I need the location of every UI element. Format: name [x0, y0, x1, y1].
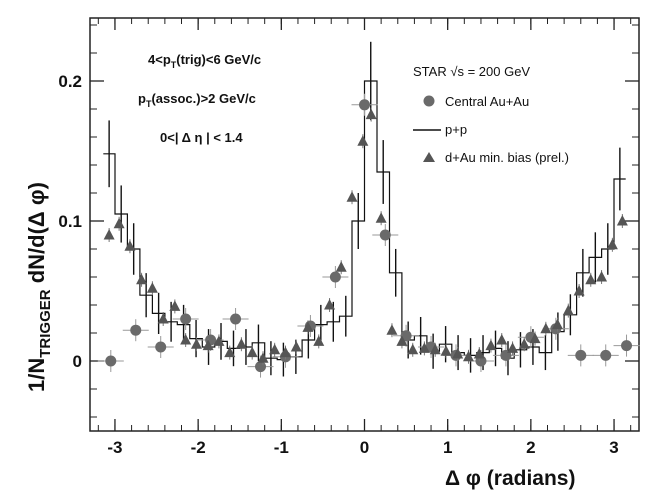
- auau-point: [359, 99, 370, 111]
- dau-point: [124, 240, 136, 251]
- dau-point: [190, 338, 202, 349]
- auau-point: [255, 361, 267, 373]
- y-tick-label: 0.2: [58, 72, 82, 91]
- dau-point: [324, 299, 336, 310]
- auau-point: [329, 271, 341, 283]
- dau-point: [346, 191, 358, 202]
- dau-point: [290, 341, 302, 352]
- dau-point: [224, 346, 236, 358]
- dau-point: [246, 346, 258, 358]
- dau-point: [540, 322, 552, 334]
- auau-point: [155, 341, 167, 353]
- y-tick-label: 0.1: [58, 212, 82, 231]
- dau-point: [485, 339, 497, 351]
- auau-point: [621, 340, 633, 352]
- auau-point: [600, 349, 612, 361]
- dau-point: [146, 282, 158, 293]
- auau-point: [105, 355, 117, 367]
- legend-experiment: STAR √s = 200 GeV: [413, 64, 530, 79]
- dau-point: [375, 212, 387, 223]
- x-tick-label: 0: [360, 438, 369, 457]
- dau-point: [302, 321, 314, 332]
- dau-point: [616, 215, 628, 226]
- cut-trigger: 4<pT(trig)<6 GeV/c: [148, 52, 261, 70]
- axis-ticks: [90, 18, 639, 431]
- y-axis-title: 1/NTRIGGER dN/d(Δ φ): [24, 182, 54, 392]
- dau-point: [313, 335, 325, 346]
- dau-point: [136, 273, 148, 285]
- dau-point: [235, 338, 247, 349]
- dau-point: [452, 348, 464, 359]
- legend-label-auau: Central Au+Au: [445, 94, 529, 109]
- dau-point: [418, 342, 430, 353]
- dau-point: [518, 338, 530, 349]
- cut-eta: 0<| Δ η | < 1.4: [160, 130, 243, 145]
- x-tick-label: 1: [443, 438, 452, 457]
- auau-point: [230, 313, 242, 325]
- y-tick-label: 0: [73, 352, 82, 371]
- dau-point: [573, 285, 585, 296]
- auau-point: [575, 349, 587, 361]
- auau-point: [379, 229, 391, 241]
- dau-point: [429, 343, 441, 355]
- dau-point: [606, 238, 618, 250]
- legend-marker-dau: [423, 152, 435, 162]
- dau-point: [213, 335, 225, 346]
- dau-point: [396, 335, 408, 346]
- plot-frame: [89, 17, 640, 432]
- auau-point: [180, 313, 192, 325]
- dau-point: [365, 108, 377, 120]
- dau-point: [279, 346, 291, 358]
- dau-point: [551, 318, 563, 330]
- dau-point: [507, 342, 519, 353]
- dau-point: [169, 300, 181, 311]
- dau-point: [157, 313, 169, 324]
- dau-point: [257, 352, 269, 363]
- dau-point: [113, 217, 125, 229]
- legend-marker-auau: [423, 95, 435, 107]
- x-tick-label: -1: [274, 438, 289, 457]
- dau-point: [386, 324, 398, 335]
- dau-point: [357, 135, 369, 146]
- x-tick-label: -2: [191, 438, 206, 457]
- dau-point: [335, 261, 347, 272]
- x-axis-title: Δ φ (radians): [445, 467, 575, 490]
- dau-point: [562, 304, 574, 316]
- x-tick-label: 3: [609, 438, 618, 457]
- cut-assoc: pT(assoc.)>2 GeV/c: [138, 91, 256, 109]
- x-tick-label: 2: [526, 438, 535, 457]
- auau-point: [130, 324, 142, 336]
- dau-point: [440, 345, 452, 356]
- dau-point: [529, 332, 541, 344]
- dau-point: [473, 348, 485, 359]
- dau-point: [180, 334, 192, 345]
- legend: STAR √s = 200 GeV Central Au+Au p+p d+Au…: [413, 64, 569, 165]
- dau-point: [202, 339, 214, 351]
- dau-points: [103, 107, 628, 366]
- tick-labels: -3 -2 -1 0 1 2 3 0 0.1 0.2: [58, 72, 618, 457]
- pp-step-line: [103, 80, 626, 361]
- dau-point: [596, 271, 608, 282]
- dau-point: [407, 343, 419, 355]
- dau-point: [496, 334, 508, 345]
- dau-point: [269, 343, 281, 355]
- legend-label-pp: p+p: [445, 122, 467, 137]
- dau-point: [103, 229, 115, 240]
- x-tick-label: -3: [107, 438, 122, 457]
- dau-point: [462, 350, 474, 362]
- legend-label-dau: d+Au min. bias (prel.): [445, 150, 569, 165]
- dau-point: [585, 273, 597, 285]
